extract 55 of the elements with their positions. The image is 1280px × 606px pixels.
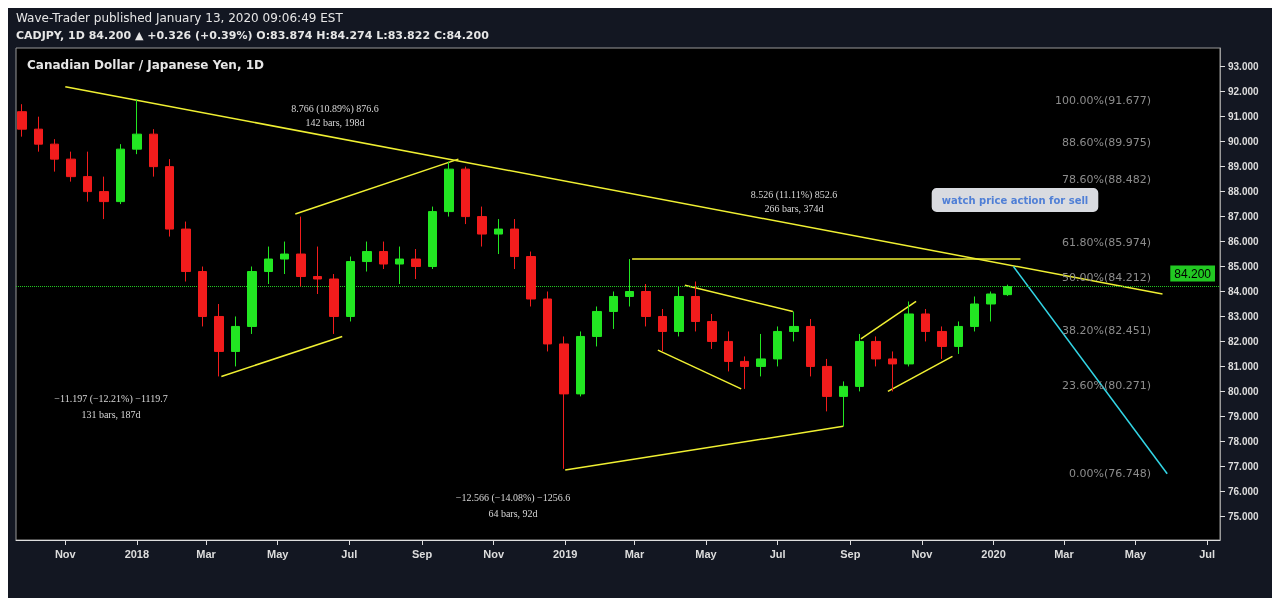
y-tick-label: 77.000 bbox=[1228, 460, 1260, 472]
annotation: 64 bars, 92d bbox=[488, 507, 538, 519]
y-tick-label: 81.000 bbox=[1228, 360, 1260, 372]
y-tick-label: 75.000 bbox=[1228, 510, 1260, 522]
ref-line-label: 84.200 bbox=[1174, 266, 1212, 281]
x-tick-label: 2019 bbox=[552, 547, 578, 560]
x-tick-label: 2018 bbox=[124, 547, 150, 560]
x-tick-label: 2020 bbox=[981, 547, 1006, 560]
y-tick-label: 91.000 bbox=[1228, 111, 1260, 123]
y-tick-label: 83.000 bbox=[1228, 310, 1260, 322]
x-tick-label: Sep bbox=[411, 547, 433, 560]
x-tick-label: Mar bbox=[196, 547, 217, 560]
annotation: 38.20%(82.451) bbox=[1061, 323, 1151, 337]
y-tick-label: 89.000 bbox=[1228, 161, 1260, 173]
x-tick-label: Nov bbox=[54, 547, 77, 560]
y-tick-label: 88.000 bbox=[1228, 186, 1260, 198]
annotation: 8.526 (11.11%) 852.6 bbox=[750, 188, 838, 201]
chart-subtitle: Wave-Trader published January 13, 2020 09:06:49 EST bbox=[16, 11, 344, 25]
x-tick-label: Mar bbox=[624, 547, 645, 560]
x-tick-label: Mar bbox=[1054, 547, 1075, 560]
y-tick-label: 80.000 bbox=[1228, 385, 1260, 397]
annotation: −12.566 (−14.08%) −1256.6 bbox=[455, 491, 571, 504]
x-tick-label: Sep bbox=[840, 547, 861, 560]
y-tick-label: 85.000 bbox=[1228, 261, 1260, 273]
x-tick-label: Nov bbox=[911, 547, 934, 560]
annotation: 0.00%(76.748) bbox=[1068, 466, 1151, 480]
annotation: 88.60%(89.975) bbox=[1061, 135, 1151, 149]
y-tick-label: 84.000 bbox=[1228, 286, 1260, 297]
text: CADJPY, 1D 84.200 ▲ +0.326 (+0.39%) O:83.874 H:84.274 L:83.822 C:84.200 bbox=[16, 28, 490, 42]
y-tick-label: 87.000 bbox=[1228, 211, 1260, 223]
y-tick-label: 82.000 bbox=[1228, 335, 1260, 347]
x-tick-label: Nov bbox=[483, 547, 505, 560]
x-tick-label: Jul bbox=[341, 547, 358, 560]
y-tick-label: 78.000 bbox=[1228, 435, 1260, 447]
x-tick-label: May bbox=[1124, 547, 1148, 560]
y-tick-label: 76.000 bbox=[1228, 485, 1260, 497]
y-tick-label: 86.000 bbox=[1228, 236, 1260, 248]
annotation: 61.80%(85.974) bbox=[1061, 235, 1151, 249]
y-tick-label: 90.000 bbox=[1228, 136, 1260, 148]
annotation: 266 bars, 374d bbox=[764, 202, 824, 214]
annotation: 100.00%(91.677) bbox=[1054, 93, 1151, 107]
x-tick-label: Jul bbox=[769, 547, 786, 560]
annotation: 131 bars, 187d bbox=[81, 408, 141, 420]
x-tick-label: Jul bbox=[1199, 547, 1216, 560]
annotation: watch price action for sell bbox=[941, 194, 1089, 206]
x-tick-label: May bbox=[266, 547, 290, 560]
x-tick-label: May bbox=[695, 547, 718, 560]
y-tick-label: 92.000 bbox=[1228, 86, 1260, 98]
annotation: 142 bars, 198d bbox=[305, 116, 365, 128]
y-tick-label: 93.000 bbox=[1228, 61, 1260, 73]
annotation: 8.766 (10.89%) 876.6 bbox=[291, 102, 379, 115]
annotation: −11.197 (−12.21%) −1119.7 bbox=[54, 392, 168, 405]
y-tick-label: 79.000 bbox=[1228, 410, 1260, 422]
text: Canadian Dollar / Japanese Yen, 1D bbox=[27, 58, 264, 72]
annotation: 78.60%(88.482) bbox=[1061, 172, 1151, 186]
